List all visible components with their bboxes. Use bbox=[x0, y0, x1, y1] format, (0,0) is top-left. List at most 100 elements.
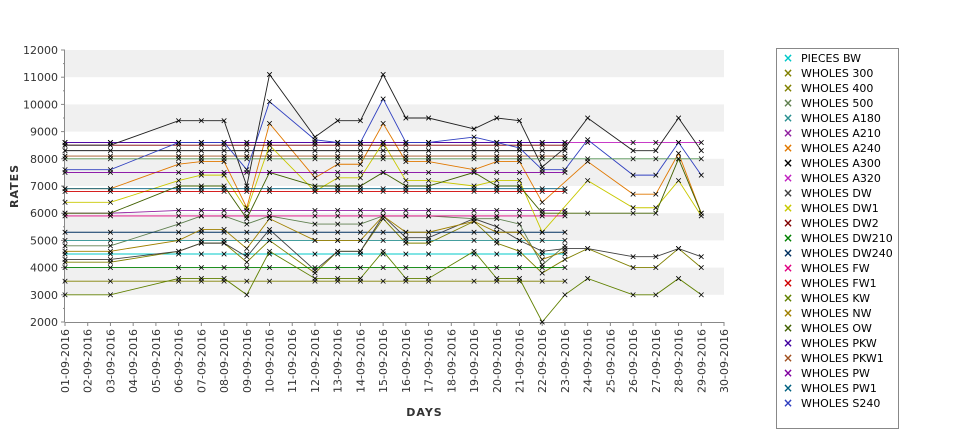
y-tick-label: 8000 bbox=[30, 153, 58, 166]
data-point bbox=[221, 186, 227, 192]
x-tick-label: 10-09-2016 bbox=[264, 329, 277, 393]
data-point bbox=[244, 265, 250, 271]
legend-item: × WHOLES DW2 bbox=[777, 216, 898, 231]
data-point bbox=[244, 229, 250, 235]
series-group bbox=[62, 156, 704, 162]
series-group bbox=[62, 153, 568, 159]
data-point bbox=[471, 207, 477, 214]
data-point bbox=[471, 248, 477, 254]
data-point bbox=[380, 265, 386, 271]
data-point bbox=[176, 186, 182, 192]
data-point bbox=[494, 115, 500, 121]
data-point bbox=[516, 213, 523, 219]
data-point bbox=[630, 254, 636, 260]
data-point bbox=[675, 150, 682, 156]
data-point bbox=[585, 156, 591, 162]
data-point bbox=[266, 237, 273, 243]
data-point bbox=[426, 265, 432, 271]
data-point bbox=[357, 175, 363, 181]
data-point bbox=[198, 251, 204, 257]
data-point bbox=[630, 172, 636, 178]
data-point bbox=[471, 213, 477, 219]
data-point bbox=[335, 148, 341, 154]
data-point bbox=[494, 237, 500, 243]
data-point bbox=[312, 265, 318, 271]
data-point bbox=[62, 292, 68, 298]
data-point bbox=[380, 139, 386, 146]
legend-item: × WHOLES S240 bbox=[777, 396, 898, 411]
data-point bbox=[244, 254, 250, 260]
data-point bbox=[562, 145, 568, 151]
data-point bbox=[539, 186, 545, 192]
data-point bbox=[675, 275, 682, 282]
data-point bbox=[380, 148, 386, 154]
x-axis-title: DAYS bbox=[406, 406, 442, 419]
y-axis-title: RATES bbox=[8, 164, 21, 208]
data-point bbox=[176, 248, 182, 254]
legend-marker-icon: × bbox=[782, 246, 794, 260]
data-point bbox=[380, 186, 386, 192]
data-point bbox=[426, 148, 432, 154]
data-point bbox=[516, 248, 523, 254]
data-point bbox=[221, 207, 227, 214]
legend-label: WHOLES PW bbox=[801, 367, 870, 380]
legend-marker-icon: × bbox=[782, 306, 794, 320]
data-point bbox=[630, 139, 636, 146]
data-point bbox=[426, 207, 432, 214]
data-point bbox=[312, 251, 318, 257]
data-point bbox=[312, 186, 318, 192]
data-point bbox=[630, 292, 636, 298]
data-point bbox=[62, 237, 68, 243]
data-point bbox=[494, 139, 500, 146]
grid-band bbox=[65, 104, 724, 132]
data-point bbox=[176, 207, 182, 214]
data-point bbox=[585, 210, 591, 216]
series-group bbox=[62, 169, 568, 175]
data-point bbox=[107, 142, 114, 148]
data-point bbox=[176, 139, 182, 146]
data-point bbox=[426, 177, 432, 184]
data-point bbox=[198, 226, 204, 233]
data-point bbox=[266, 278, 273, 284]
y-tick-label: 3000 bbox=[30, 289, 58, 302]
legend-marker-icon: × bbox=[782, 186, 794, 200]
legend-marker-icon: × bbox=[782, 381, 794, 395]
data-point bbox=[471, 186, 477, 192]
data-point bbox=[312, 229, 318, 235]
x-tick-label: 08-09-2016 bbox=[218, 329, 231, 393]
legend-label: WHOLES A320 bbox=[801, 172, 881, 185]
data-point bbox=[335, 213, 341, 219]
legend-item: × WHOLES 400 bbox=[777, 81, 898, 96]
data-point bbox=[312, 156, 318, 162]
data-point bbox=[312, 275, 318, 282]
data-point bbox=[62, 142, 68, 148]
data-point bbox=[630, 205, 636, 211]
data-point bbox=[244, 259, 250, 265]
data-point bbox=[380, 237, 386, 243]
data-point bbox=[357, 118, 363, 124]
y-tick-label: 9000 bbox=[30, 126, 58, 139]
legend-label: WHOLES DW240 bbox=[801, 247, 893, 260]
data-point bbox=[630, 156, 636, 162]
x-tick-label: 03-09-2016 bbox=[104, 329, 117, 393]
data-point bbox=[176, 237, 182, 243]
y-tick-label: 4000 bbox=[30, 262, 58, 275]
legend-item: × WHOLES A300 bbox=[777, 156, 898, 171]
data-point bbox=[266, 229, 273, 235]
data-point bbox=[221, 169, 227, 175]
data-point bbox=[107, 256, 114, 263]
data-point bbox=[198, 118, 204, 124]
data-point bbox=[221, 226, 227, 233]
data-point bbox=[176, 156, 182, 162]
data-point bbox=[266, 186, 273, 192]
x-tick-label: 26-09-2016 bbox=[627, 329, 640, 393]
legend-item: × WHOLES DW bbox=[777, 186, 898, 201]
data-point bbox=[653, 172, 659, 178]
data-point bbox=[380, 96, 386, 102]
data-point bbox=[426, 251, 432, 257]
data-point bbox=[426, 186, 432, 192]
data-point bbox=[176, 177, 182, 184]
x-tick-label: 02-09-2016 bbox=[82, 329, 95, 393]
x-tick-label: 01-09-2016 bbox=[59, 329, 72, 393]
